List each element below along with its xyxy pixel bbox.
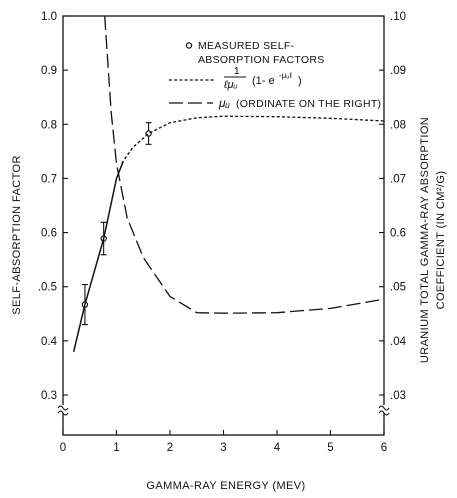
- y-axis-title-right-line2: COEFFICIENT (IN CM²/G): [435, 171, 447, 310]
- legend-mu-symbol: μᵤ: [218, 96, 230, 110]
- x-tick-label: 5: [327, 442, 333, 454]
- series-fit-line: [72, 161, 124, 352]
- x-tick-label: 1: [113, 442, 119, 454]
- y-right-tick-label: .07: [390, 173, 406, 185]
- y-left-tick-label: 0.4: [41, 336, 58, 348]
- x-tick-label: 4: [274, 442, 281, 454]
- y-left-tick-label: 0.7: [41, 173, 57, 185]
- axis-break-mark-right: [378, 410, 390, 416]
- y-right-tick-label: .04: [390, 336, 407, 348]
- legend-measured-line2: ABSORPTION FACTORS: [198, 54, 325, 66]
- data-series: [72, 15, 385, 352]
- series-absorption-coefficient: [104, 15, 385, 314]
- y-left-tick-label: 1.0: [41, 11, 57, 23]
- axis-break-gap-right: [380, 405, 388, 413]
- y-right-tick-label: .08: [390, 119, 406, 131]
- y-left-tick-label: 0.9: [41, 65, 57, 77]
- y-right-tick-label: .09: [390, 65, 406, 77]
- y-left-tick-label: 0.6: [41, 228, 57, 240]
- axis-ticks: 0 1 2 3 4 5 6 1.0 0.9 0.8 0.7 0.6 .0.5 0.4 0.3 .10 .09 .0…: [38, 11, 407, 454]
- x-axis-title: GAMMA-RAY ENERGY (MEV): [146, 480, 305, 492]
- legend: MEASURED SELF- ABSORPTION FACTORS 1 ℓμᵤ …: [169, 40, 381, 110]
- axis-break-mark-left: [57, 405, 69, 411]
- x-tick-label: 6: [381, 442, 387, 454]
- x-tick-label: 0: [60, 442, 66, 454]
- x-tick-label: 3: [220, 442, 226, 454]
- series-calculated-self-absorption: [121, 115, 385, 164]
- x-tick-label: 2: [167, 442, 173, 454]
- y-left-tick-label: .0.5: [38, 282, 57, 294]
- y-left-tick-label: 0.3: [41, 390, 57, 402]
- legend-calc-fraction-numerator: 1: [234, 66, 240, 77]
- axis-breaks: [57, 405, 390, 416]
- y-right-tick-label: 0.6: [390, 228, 406, 240]
- legend-calc-formula-exponent: -μᵤℓ: [279, 71, 292, 80]
- legend-calc-fraction-denominator: ℓμᵤ: [223, 79, 238, 91]
- legend-calc-formula: (1- e: [252, 75, 275, 87]
- y-axis-title-right-line1: URANIUM TOTAL GAMMA-RAY ABSORPTION: [419, 117, 431, 363]
- y-right-tick-label: .10: [390, 11, 406, 23]
- legend-marker-measured: [185, 42, 193, 49]
- y-axis-title-left: SELF-ABSORPTION FACTOR: [11, 155, 23, 315]
- y-left-tick-label: 0.8: [41, 119, 57, 131]
- y-right-tick-label: .03: [390, 390, 406, 402]
- legend-calc-formula-close: ): [298, 75, 302, 87]
- axis-break-gap-left: [59, 405, 67, 413]
- axis-break-mark-right: [378, 405, 390, 411]
- axis-break-mark-left: [57, 410, 69, 416]
- legend-measured-line1: MEASURED SELF-: [198, 40, 295, 52]
- legend-mu-text: (ORDINATE ON THE RIGHT): [236, 98, 381, 110]
- y-right-tick-label: .05: [390, 282, 406, 294]
